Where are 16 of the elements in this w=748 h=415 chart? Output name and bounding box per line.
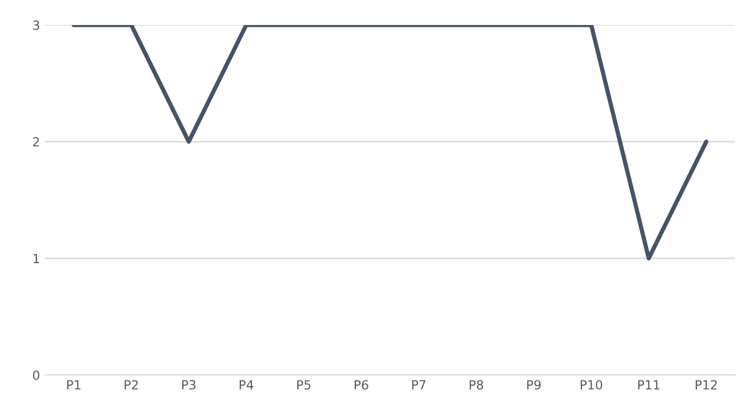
x-tick-label: P1	[67, 380, 80, 390]
x-tick-label: P11	[638, 380, 660, 390]
x-tick-label: P3	[182, 380, 196, 390]
y-tick-label: 2	[33, 137, 39, 146]
x-tick-label: P4	[240, 380, 254, 390]
x-tick-label: P7	[412, 380, 426, 390]
x-tick-label: P8	[470, 380, 484, 390]
x-tick-label: P10	[580, 380, 602, 390]
y-tick-label: 3	[33, 20, 40, 30]
x-tick-label: P6	[354, 380, 368, 390]
x-tick-label: P12	[696, 380, 717, 390]
x-tick-label: P5	[297, 380, 310, 390]
x-tick-label: P9	[527, 380, 541, 390]
x-tick-label: P2	[124, 380, 138, 390]
y-tick-label: 0	[33, 370, 40, 380]
y-tick-label: 1	[34, 254, 39, 264]
